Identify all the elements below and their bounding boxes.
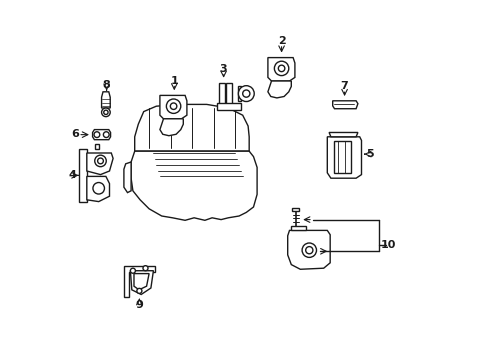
Text: 8: 8 (102, 80, 110, 90)
Polygon shape (95, 144, 99, 149)
Polygon shape (267, 58, 294, 81)
Polygon shape (87, 153, 113, 175)
Polygon shape (134, 104, 249, 151)
Circle shape (93, 183, 104, 194)
Polygon shape (328, 132, 357, 137)
Circle shape (137, 288, 142, 293)
Polygon shape (134, 274, 149, 290)
Polygon shape (79, 149, 87, 202)
Circle shape (103, 132, 109, 138)
Polygon shape (217, 103, 241, 110)
Polygon shape (102, 92, 110, 108)
Text: 6: 6 (71, 129, 79, 139)
Circle shape (166, 99, 181, 113)
Polygon shape (130, 271, 153, 294)
Text: 3: 3 (220, 64, 227, 74)
Circle shape (94, 132, 100, 138)
Circle shape (130, 268, 135, 273)
Polygon shape (131, 151, 257, 220)
Polygon shape (333, 141, 350, 173)
Polygon shape (332, 101, 357, 109)
Circle shape (278, 65, 284, 72)
Polygon shape (291, 208, 299, 211)
Polygon shape (290, 226, 305, 230)
Polygon shape (123, 266, 154, 297)
Polygon shape (267, 81, 291, 98)
Text: 5: 5 (365, 149, 373, 159)
Circle shape (98, 158, 103, 164)
Polygon shape (160, 95, 186, 119)
Text: 9: 9 (135, 300, 143, 310)
Polygon shape (238, 86, 241, 101)
Circle shape (302, 243, 316, 257)
Text: 10: 10 (380, 240, 395, 250)
Circle shape (95, 155, 106, 167)
Circle shape (142, 266, 148, 271)
Text: 1: 1 (170, 76, 178, 86)
Polygon shape (326, 137, 361, 178)
Polygon shape (226, 83, 231, 104)
Polygon shape (219, 83, 224, 104)
Polygon shape (92, 130, 110, 140)
Circle shape (242, 90, 249, 97)
Polygon shape (287, 230, 329, 269)
Polygon shape (123, 162, 131, 193)
Circle shape (103, 110, 108, 114)
Text: 7: 7 (340, 81, 348, 91)
Circle shape (305, 247, 312, 254)
Circle shape (170, 103, 177, 109)
Circle shape (238, 86, 254, 102)
Text: 4: 4 (68, 170, 76, 180)
Polygon shape (87, 176, 109, 202)
Polygon shape (160, 119, 183, 136)
Circle shape (274, 61, 288, 76)
Circle shape (102, 108, 110, 117)
Text: 2: 2 (277, 36, 285, 46)
